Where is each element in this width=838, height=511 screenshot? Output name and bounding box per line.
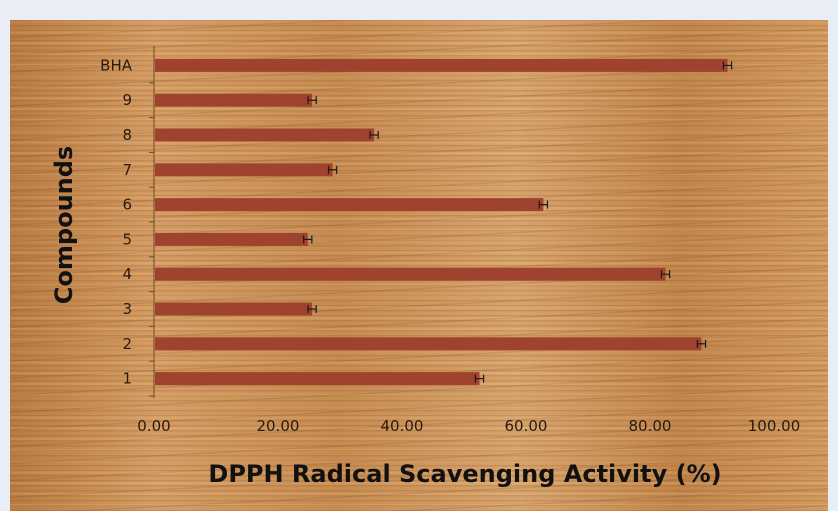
error-bar-5 (303, 235, 313, 244)
category-label: 9 (122, 91, 132, 109)
bar-2 (155, 337, 702, 351)
bar-1 (155, 372, 480, 386)
category-label: BHA (100, 56, 133, 74)
bar-bha (155, 58, 728, 72)
category-label: 7 (122, 161, 132, 179)
bar-8 (155, 128, 375, 142)
bar-3 (155, 302, 313, 316)
error-bar-9 (307, 96, 317, 105)
category-label: 1 (122, 370, 132, 388)
bar-7 (155, 163, 333, 177)
bar-4 (155, 267, 666, 281)
error-bar-6 (538, 200, 549, 209)
y-axis-title: Compounds (50, 146, 78, 304)
x-tick-label: 40.00 (381, 417, 424, 435)
error-bar-8 (369, 131, 379, 139)
x-tick-label: 80.00 (629, 417, 672, 435)
x-tick-label: 0.00 (137, 417, 170, 435)
bar-5 (155, 232, 308, 246)
category-label: 6 (122, 196, 132, 214)
error-bar-3 (307, 305, 317, 313)
x-tick-labels-group: 0.00 20.00 40.00 60.00 80.00 100.00 (137, 417, 800, 435)
category-label: 8 (122, 126, 132, 144)
bar-chart: 1 2 3 4 5 6 7 8 9 BHA 0.00 20.00 40.00 60.00 80.00 100… (50, 46, 800, 488)
bar-9 (155, 93, 313, 107)
error-bar-7 (327, 165, 338, 174)
error-bar-bha (722, 61, 733, 70)
category-label: 4 (122, 265, 132, 283)
error-bar-2 (696, 339, 707, 348)
x-tick-label: 60.00 (505, 417, 548, 435)
chart-area: 1 2 3 4 5 6 7 8 9 BHA 0.00 20.00 40.00 60.00 80.00 100… (10, 20, 828, 511)
category-labels-group: 1 2 3 4 5 6 7 8 9 BHA (100, 56, 133, 387)
bar-6 (155, 198, 544, 212)
category-label: 3 (122, 300, 132, 318)
error-bar-4 (660, 270, 671, 279)
x-tick-label: 100.00 (748, 417, 801, 435)
x-axis-title: DPPH Radical Scavenging Activity (%) (208, 460, 721, 488)
x-tick-label: 20.00 (257, 417, 300, 435)
category-label: 2 (122, 335, 132, 353)
error-bars-group (303, 61, 733, 383)
category-label: 5 (122, 230, 132, 248)
bars-group (149, 58, 728, 397)
error-bar-1 (474, 374, 485, 383)
